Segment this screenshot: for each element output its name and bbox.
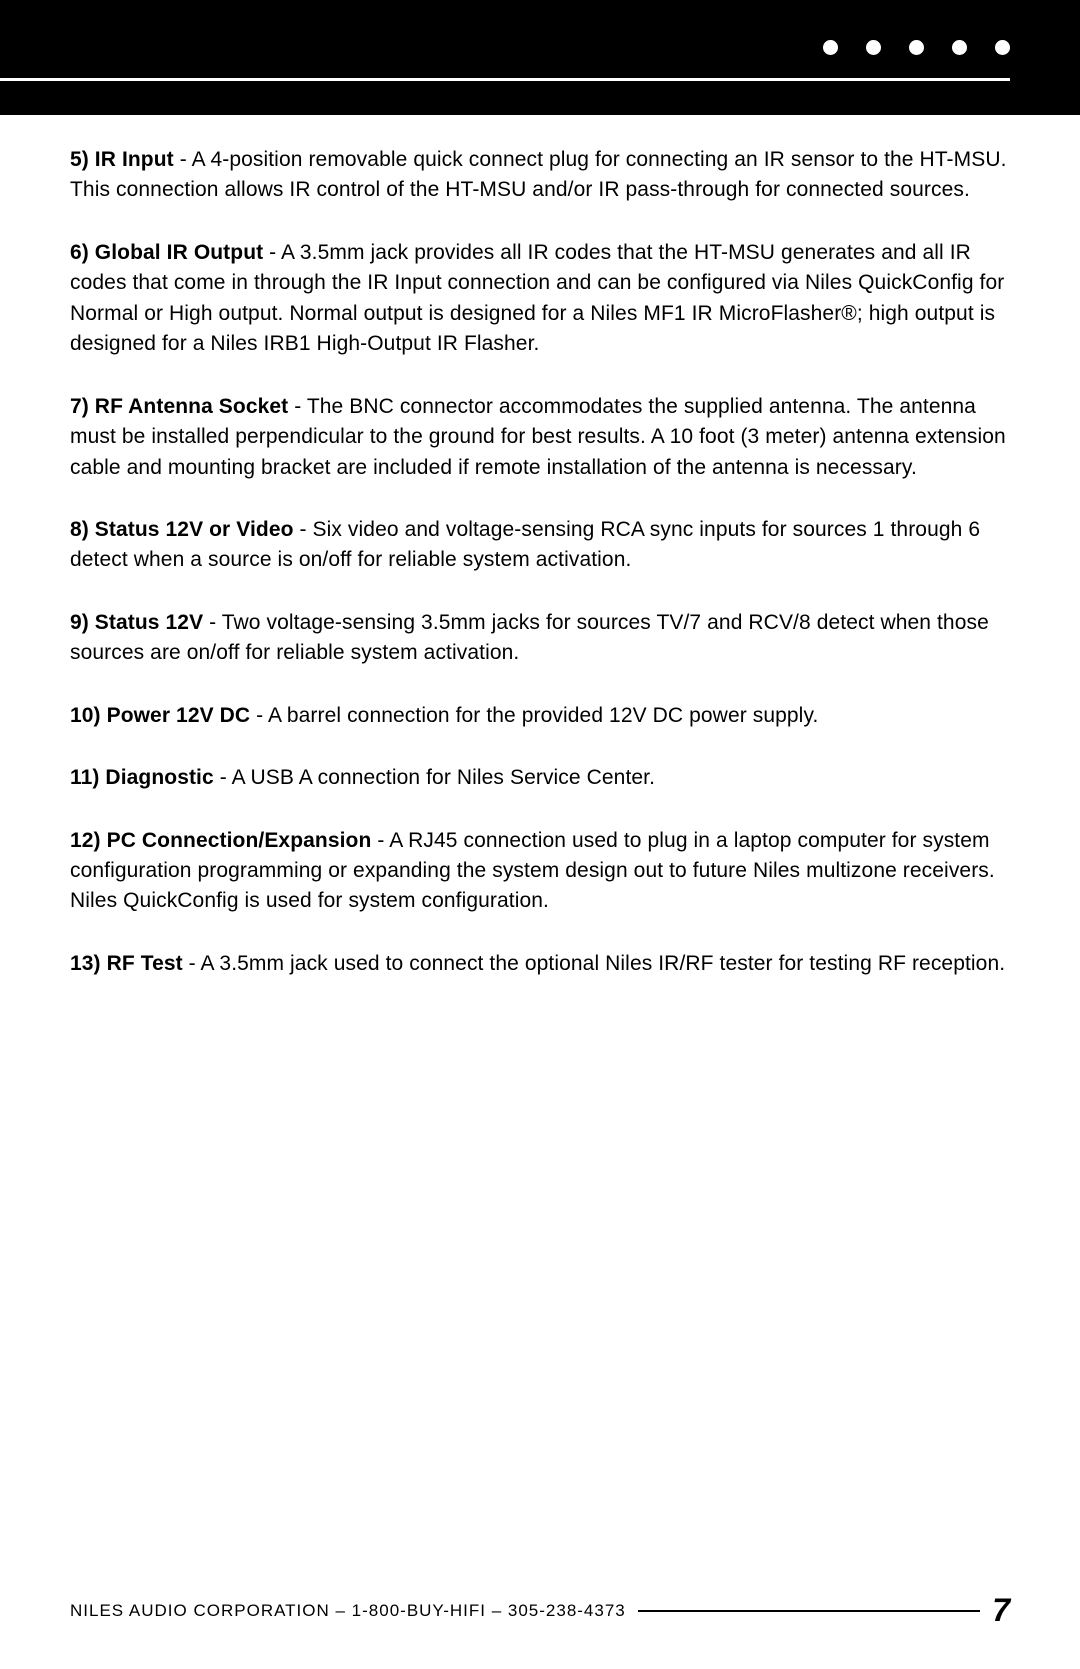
dot-icon xyxy=(909,40,924,55)
footer-text: NILES AUDIO CORPORATION – 1-800-BUY-HIFI… xyxy=(70,1601,626,1621)
dot-icon xyxy=(952,40,967,55)
item-title: 6) Global IR Output xyxy=(70,241,263,264)
item-body: - Two voltage-sensing 3.5mm jacks for so… xyxy=(70,611,989,664)
item-12: 12) PC Connection/Expansion - A RJ45 con… xyxy=(70,826,1010,917)
decorative-dots xyxy=(823,40,1010,55)
item-title: 12) PC Connection/Expansion xyxy=(70,829,371,852)
dot-icon xyxy=(995,40,1010,55)
dot-icon xyxy=(823,40,838,55)
item-title: 9) Status 12V xyxy=(70,611,203,634)
item-11: 11) Diagnostic - A USB A connection for … xyxy=(70,763,1010,793)
item-body: - A USB A connection for Niles Service C… xyxy=(214,766,655,789)
page-number: 7 xyxy=(992,1592,1010,1629)
item-8: 8) Status 12V or Video - Six video and v… xyxy=(70,515,1010,576)
item-6: 6) Global IR Output - A 3.5mm jack provi… xyxy=(70,238,1010,360)
item-title: 11) Diagnostic xyxy=(70,766,214,789)
footer-rule xyxy=(638,1610,980,1612)
item-9: 9) Status 12V - Two voltage-sensing 3.5m… xyxy=(70,608,1010,669)
item-title: 8) Status 12V or Video xyxy=(70,518,294,541)
page-footer: NILES AUDIO CORPORATION – 1-800-BUY-HIFI… xyxy=(70,1592,1010,1629)
item-title: 5) IR Input xyxy=(70,148,174,171)
page-header xyxy=(0,0,1080,115)
item-body: - A barrel connection for the provided 1… xyxy=(250,704,818,727)
item-body: - A 4-position removable quick connect p… xyxy=(70,148,1007,201)
item-title: 10) Power 12V DC xyxy=(70,704,250,727)
item-13: 13) RF Test - A 3.5mm jack used to conne… xyxy=(70,949,1010,979)
header-rule xyxy=(0,78,1010,81)
item-title: 13) RF Test xyxy=(70,952,183,975)
dot-icon xyxy=(866,40,881,55)
item-5: 5) IR Input - A 4-position removable qui… xyxy=(70,145,1010,206)
content-area: 5) IR Input - A 4-position removable qui… xyxy=(0,115,1080,979)
item-7: 7) RF Antenna Socket - The BNC connector… xyxy=(70,392,1010,483)
item-body: - A 3.5mm jack used to connect the optio… xyxy=(183,952,1005,975)
item-10: 10) Power 12V DC - A barrel connection f… xyxy=(70,701,1010,731)
item-title: 7) RF Antenna Socket xyxy=(70,395,288,418)
